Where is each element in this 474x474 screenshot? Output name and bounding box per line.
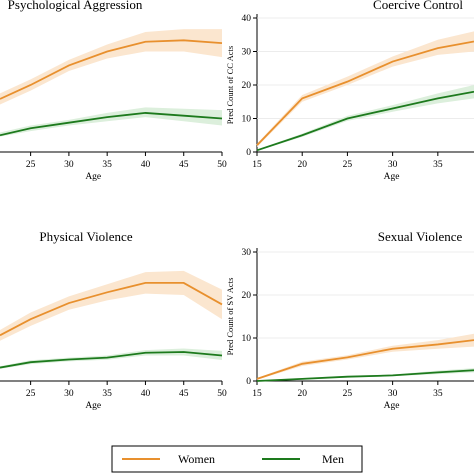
y-tick-label: 0 [246,148,251,158]
panel-physical-violence: Physical Violence 25 30 35 40 45 50 Age [0,229,227,411]
x-tick-label: 35 [102,160,112,170]
x-tick-label: 25 [26,160,36,170]
x-axis-label: Age [384,401,400,411]
y-tick-label: 0 [246,377,251,387]
panel-psychological-aggression: Psychological Aggression 25 30 35 40 45 50 Age [0,0,227,182]
x-tick-label: 15 [252,389,262,399]
panel-title: Sexual Violence [378,229,463,244]
x-tick-label: 50 [217,389,227,399]
ci-band-women [257,31,474,147]
x-tick-label: 25 [26,389,36,399]
panel-coercive-control: Coercive Control 0 10 20 30 40 Pred Count of C… [225,0,474,182]
x-tick-label: 35 [433,389,443,399]
legend-label-men: Men [322,452,344,466]
x-tick-label: 30 [388,160,398,170]
panel-title: Coercive Control [373,0,463,12]
x-tick-label: 30 [64,389,74,399]
series-line-women [256,339,474,380]
ci-band-men [0,107,222,137]
y-tick-label: 30 [242,248,252,258]
ci-band-women [257,333,474,380]
ci-band-women [0,270,222,341]
x-tick-label: 35 [102,389,112,399]
x-tick-label: 35 [433,160,443,170]
x-tick-label: 15 [252,160,262,170]
x-tick-label: 40 [141,389,151,399]
y-tick-label: 20 [242,291,252,301]
y-axis-label: Pred Count of SV Acts [225,278,235,356]
x-tick-label: 40 [141,160,151,170]
series-line-men [0,351,223,369]
x-axis-label: Age [384,172,400,182]
y-tick-label: 40 [242,14,252,24]
x-tick-label: 20 [297,160,307,170]
x-tick-label: 45 [179,160,189,170]
x-tick-label: 30 [64,160,74,170]
x-axis-label: Age [85,172,101,182]
series-line-women [0,282,223,337]
panel-title: Physical Violence [39,229,132,244]
y-tick-label: 10 [242,115,252,125]
x-tick-label: 25 [343,160,353,170]
x-tick-label: 50 [217,160,227,170]
panel-sexual-violence: Sexual Violence 0 10 20 30 Pred Count of SV A… [225,229,474,411]
y-tick-label: 30 [242,48,252,58]
series-line-men [256,90,474,152]
series-line-men [0,112,223,137]
y-tick-label: 10 [242,334,252,344]
ci-band-men [257,85,474,151]
series-line-women [256,40,474,146]
series-line-women [0,39,223,100]
x-axis-label: Age [85,401,101,411]
series-line-men [256,369,474,382]
x-tick-label: 20 [297,389,307,399]
x-tick-label: 45 [179,389,189,399]
ci-band-women [0,29,222,105]
y-axis-label: Pred Count of CC Acts [225,46,235,124]
legend: Women Men [111,445,363,473]
ci-band-men [0,348,222,369]
legend-label-women: Women [178,452,215,466]
x-tick-label: 25 [343,389,353,399]
x-tick-label: 30 [388,389,398,399]
y-tick-label: 20 [242,81,252,91]
panel-title: Psychological Aggression [8,0,143,12]
